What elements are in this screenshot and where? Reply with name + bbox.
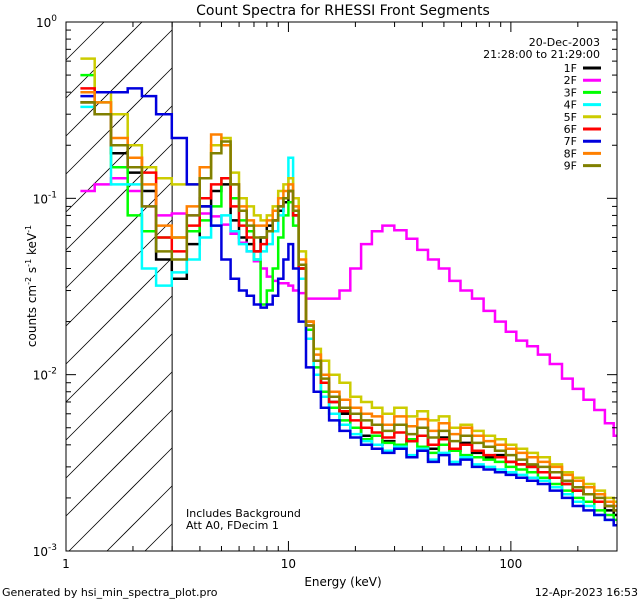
hatch-line — [65, 257, 173, 365]
hatch-line — [65, 409, 173, 517]
series-layer — [80, 57, 617, 527]
legend-label-2F: 2F — [564, 74, 577, 87]
legend-label-3F: 3F — [564, 86, 577, 99]
y-tick-label: 100 — [36, 14, 57, 30]
x-axis-label: Energy (keV) — [304, 575, 381, 589]
y-axis-label: counts cm-2 s-1 keV-1 — [24, 225, 39, 347]
hatch-line — [65, 67, 173, 175]
series-4F — [80, 105, 617, 527]
date-label: 20-Dec-2003 — [529, 36, 600, 49]
y-tick-label: 10-2 — [33, 367, 57, 383]
time-range-label: 21:28:00 to 21:29:00 — [483, 48, 600, 61]
series-5F — [80, 57, 617, 504]
hatch-line — [106, 485, 173, 552]
legend-label-4F: 4F — [564, 99, 577, 112]
hatch-line — [65, 219, 173, 327]
y-axis-label-text: counts cm-2 s-1 keV-1 — [24, 225, 39, 347]
series-8F — [80, 90, 617, 508]
chart-title: Count Spectra for RHESSI Front Segments — [196, 3, 490, 19]
y-tick-label: 10-3 — [33, 543, 57, 559]
legend-label-7F: 7F — [564, 135, 577, 148]
annotation-attenuator: Att A0, FDecim 1 — [186, 519, 279, 532]
generated-by-label: Generated by hsi_min_spectra_plot.pro — [2, 586, 218, 599]
hatch-line — [65, 105, 173, 213]
hatch-line — [65, 181, 173, 289]
hatch-line — [65, 21, 105, 61]
x-tick-label: 1 — [62, 557, 70, 571]
hatch-line — [65, 333, 173, 441]
y-tick-label: 10-1 — [33, 190, 57, 206]
series-6F — [80, 87, 617, 512]
legend-label-1F: 1F — [564, 62, 577, 75]
series-9F — [80, 101, 617, 512]
x-tick-label: 10 — [281, 557, 296, 571]
attenuator-hatch-region — [65, 21, 173, 552]
x-tick-labels: 1 10 100 — [62, 557, 522, 571]
y-tick-labels: 100 10-1 10-2 10-3 — [33, 14, 58, 559]
hatch-line — [68, 447, 173, 552]
hatch-line — [144, 523, 173, 552]
legend-label-8F: 8F — [564, 147, 577, 160]
annotation-background: Includes Background — [186, 507, 301, 520]
series-7F — [80, 87, 617, 527]
legend-label-6F: 6F — [564, 123, 577, 136]
legend-label-5F: 5F — [564, 111, 577, 124]
x-tick-label: 100 — [499, 557, 522, 571]
timestamp-label: 12-Apr-2023 16:53 — [535, 586, 638, 599]
hatch-line — [65, 21, 143, 99]
hatch-line — [65, 371, 173, 479]
hatch-line — [65, 143, 173, 251]
series-2F — [80, 176, 617, 438]
hatch-line — [65, 29, 173, 137]
legend-label-9F: 9F — [564, 160, 577, 173]
plot-frame — [65, 21, 618, 552]
hatch-line — [65, 295, 173, 403]
